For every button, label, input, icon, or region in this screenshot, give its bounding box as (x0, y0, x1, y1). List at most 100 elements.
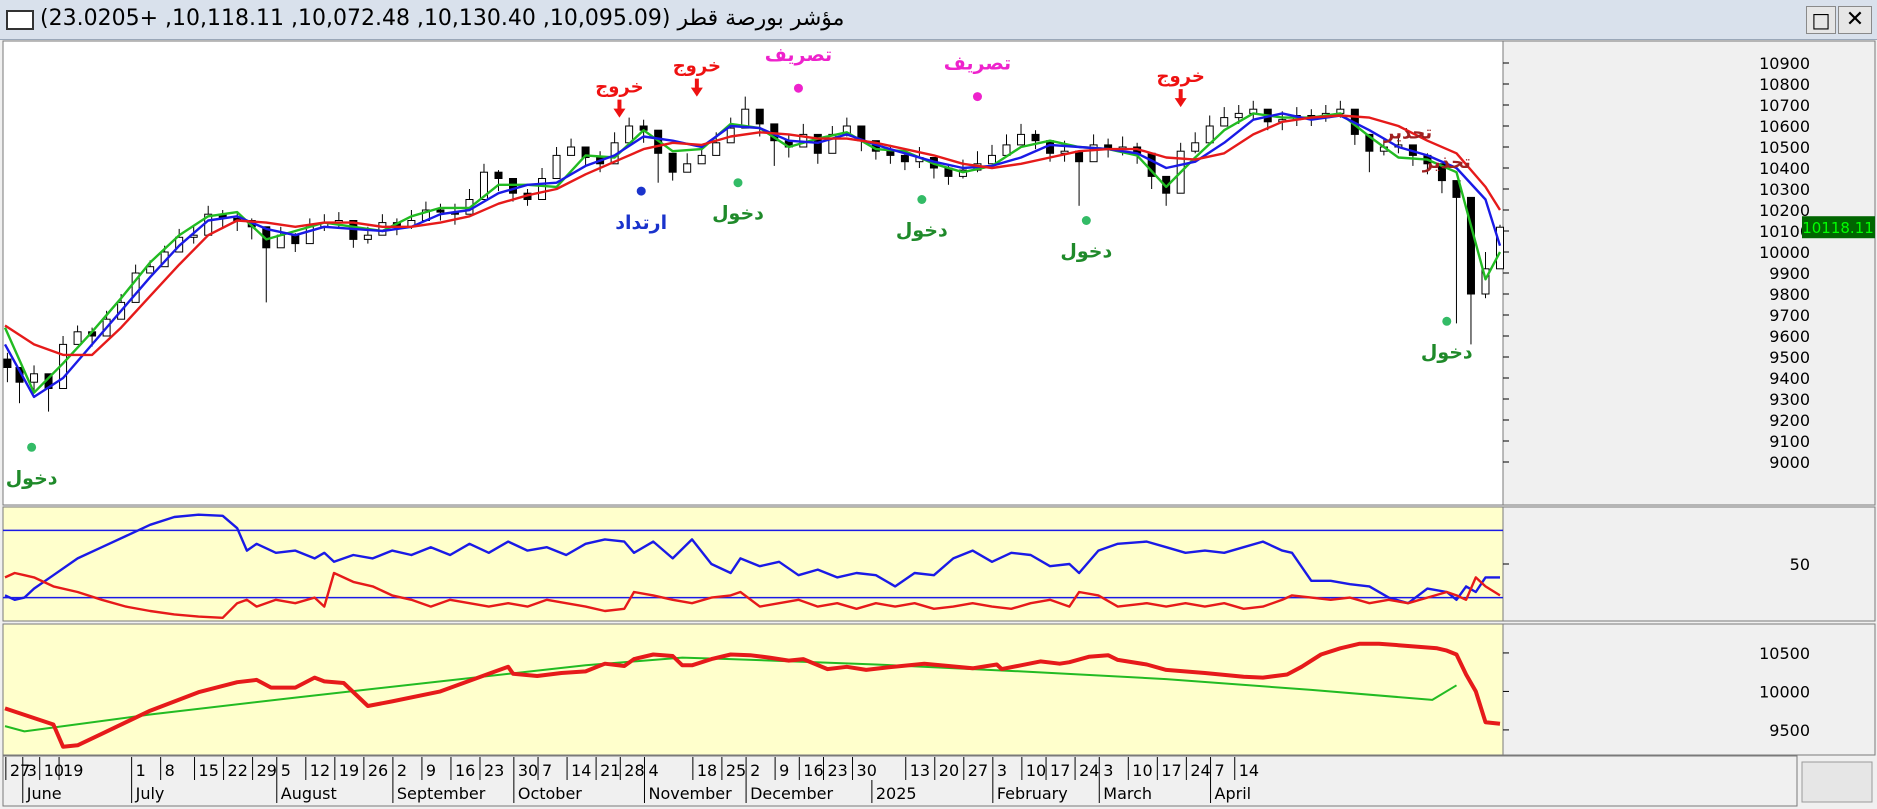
price-axis-tick-label: 9300 (1769, 390, 1810, 409)
price-axis-tick-label: 10600 (1759, 117, 1810, 136)
entry-signal-label: دخول (712, 203, 764, 225)
day-label: 10 (1132, 761, 1152, 780)
entry-signal-label: دخول (6, 467, 58, 489)
price-axis-tick-label: 9700 (1769, 306, 1810, 325)
price-axis-tick-label: 9400 (1769, 369, 1810, 388)
lower-axis-tick-label: 9500 (1769, 721, 1810, 740)
candle (1365, 133, 1374, 152)
entry-signal-dot (917, 195, 927, 204)
day-label: 24 (1190, 761, 1210, 780)
candle (1220, 117, 1229, 127)
close-button[interactable]: ✕ (1838, 6, 1872, 34)
day-label: 14 (571, 761, 591, 780)
candle (567, 146, 576, 156)
price-axis-tick-label: 9500 (1769, 348, 1810, 367)
candle (683, 163, 692, 173)
day-label: 13 (910, 761, 930, 780)
exit-arrow-icon (690, 78, 703, 97)
price-axis-tick-label: 10900 (1759, 54, 1810, 73)
entry-signal-dot (733, 178, 743, 188)
warning-signal-label: تحذير (1383, 123, 1432, 144)
day-label: 10 (1026, 761, 1046, 780)
day-label: 4 (648, 761, 658, 780)
last-price-label: 10118.11 (1802, 219, 1874, 237)
month-label: April (1215, 784, 1252, 803)
price-panel (2, 40, 1504, 506)
price-axis-tick-label: 10200 (1759, 201, 1810, 220)
month-label: October (518, 784, 582, 803)
month-label: July (135, 784, 165, 803)
day-label: 26 (368, 761, 388, 780)
time-axis (2, 755, 1798, 807)
day-label: 17 (1161, 761, 1181, 780)
candle (479, 171, 488, 200)
candle (291, 234, 300, 245)
lower-axis-tick-label: 10500 (1759, 644, 1810, 663)
candle (538, 178, 547, 200)
month-label: 2025 (876, 784, 917, 803)
exit-arrow-icon (613, 99, 626, 118)
day-label: 23 (827, 761, 847, 780)
distribution-signal-dot (793, 83, 803, 93)
day-label: 19 (339, 761, 359, 780)
chart-window-icon (6, 10, 34, 30)
corner-box (1801, 761, 1873, 803)
candle (581, 146, 590, 158)
price-axis-tick-label: 9100 (1769, 432, 1810, 451)
entry-signal-label: دخول (1421, 341, 1473, 363)
day-label: 15 (199, 761, 219, 780)
day-label: 7 (1215, 761, 1225, 780)
price-axis-tick-label: 10700 (1759, 96, 1810, 115)
price-axis-tick-label: 9200 (1769, 411, 1810, 430)
day-label: 17 (1050, 761, 1070, 780)
day-label: 2 (397, 761, 407, 780)
oscillator-axis (1502, 506, 1876, 622)
day-label: 25 (726, 761, 746, 780)
month-label: June (26, 784, 62, 803)
candle (1191, 142, 1200, 152)
month-label: August (281, 784, 337, 803)
entry-signal-dot (27, 442, 37, 452)
candle (552, 154, 561, 179)
entry-signal-label: دخول (1060, 241, 1112, 263)
candle (30, 373, 39, 383)
candle (755, 108, 764, 125)
price-axis-tick-label: 10100 (1759, 222, 1810, 241)
month-label: March (1103, 784, 1152, 803)
price-axis-tick-label: 10300 (1759, 180, 1810, 199)
day-label: 9 (426, 761, 436, 780)
day-label: 19 (63, 761, 83, 780)
candle (697, 154, 706, 165)
day-label: 29 (257, 761, 277, 780)
title-bar: مؤشر بورصة قطر (10,095.09, 10,130.40, 10… (0, 0, 1877, 40)
maximize-button[interactable]: □ (1806, 6, 1836, 34)
entry-signal-dot (1081, 216, 1091, 225)
candle (1437, 163, 1446, 182)
candle (1234, 112, 1243, 119)
exit-arrow-icon (1174, 89, 1187, 108)
candle (1496, 226, 1504, 270)
day-label: 3 (27, 761, 37, 780)
day-label: 16 (803, 761, 823, 780)
price-axis-tick-label: 9800 (1769, 285, 1810, 304)
window-title: مؤشر بورصة قطر (10,095.09, 10,130.40, 10… (40, 6, 845, 31)
red-oscillator-line (4, 571, 1501, 619)
day-label: 16 (455, 761, 475, 780)
candle (436, 209, 445, 213)
month-label: September (397, 784, 486, 803)
candle (1481, 268, 1490, 295)
candle (900, 154, 909, 163)
candle (1466, 196, 1475, 295)
exit-signal-label: خروج (673, 56, 721, 77)
candle (73, 331, 82, 345)
lower-axis (1502, 623, 1876, 756)
red-moving-average-line (4, 114, 1502, 357)
rebound-signal-dot (636, 186, 646, 196)
day-label: 22 (228, 761, 248, 780)
day-label: 9 (779, 761, 789, 780)
day-label: 3 (1103, 761, 1113, 780)
day-label: 28 (624, 761, 644, 780)
day-label: 24 (1079, 761, 1099, 780)
day-label: 27 (968, 761, 988, 780)
day-label: 12 (310, 761, 330, 780)
